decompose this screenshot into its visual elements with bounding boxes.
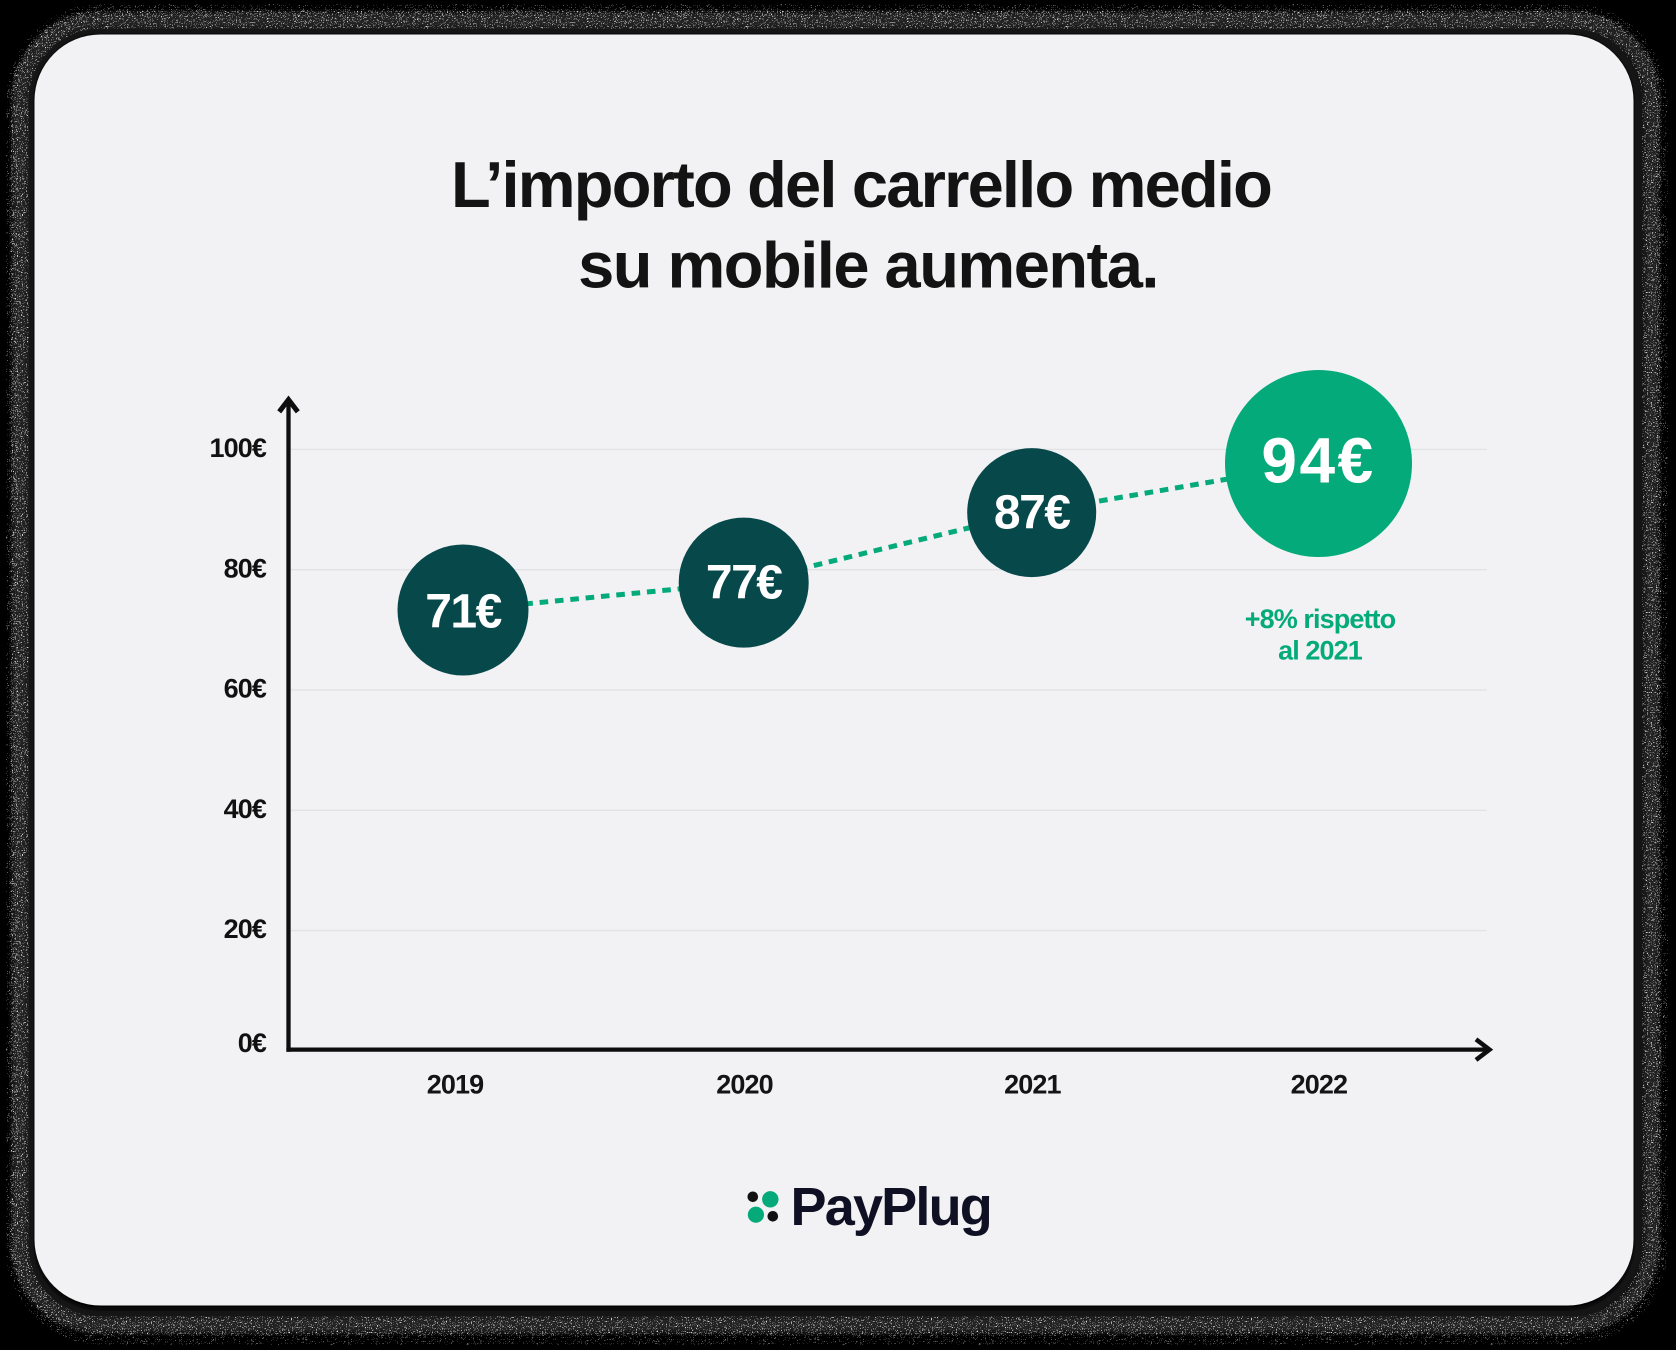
svg-text:+8% rispetto: +8% rispetto [1245, 604, 1396, 634]
svg-text:L’importo del carrello medio: L’importo del carrello medio [451, 148, 1271, 221]
svg-text:77€: 77€ [706, 557, 782, 610]
svg-text:2021: 2021 [1004, 1070, 1061, 1100]
svg-text:60€: 60€ [224, 674, 267, 704]
svg-text:71€: 71€ [425, 586, 501, 639]
svg-text:100€: 100€ [210, 433, 267, 463]
svg-text:94€: 94€ [1261, 425, 1375, 497]
svg-text:20€: 20€ [224, 914, 267, 944]
svg-text:su mobile aumenta.: su mobile aumenta. [578, 229, 1158, 302]
svg-text:2020: 2020 [716, 1070, 772, 1100]
svg-text:PayPlug: PayPlug [791, 1177, 991, 1237]
svg-text:87€: 87€ [994, 487, 1070, 540]
svg-text:2019: 2019 [427, 1070, 484, 1100]
svg-text:0€: 0€ [238, 1028, 267, 1058]
svg-text:al 2021: al 2021 [1278, 636, 1363, 666]
svg-text:80€: 80€ [224, 553, 267, 583]
svg-text:40€: 40€ [224, 794, 267, 824]
svg-text:2022: 2022 [1291, 1070, 1347, 1100]
